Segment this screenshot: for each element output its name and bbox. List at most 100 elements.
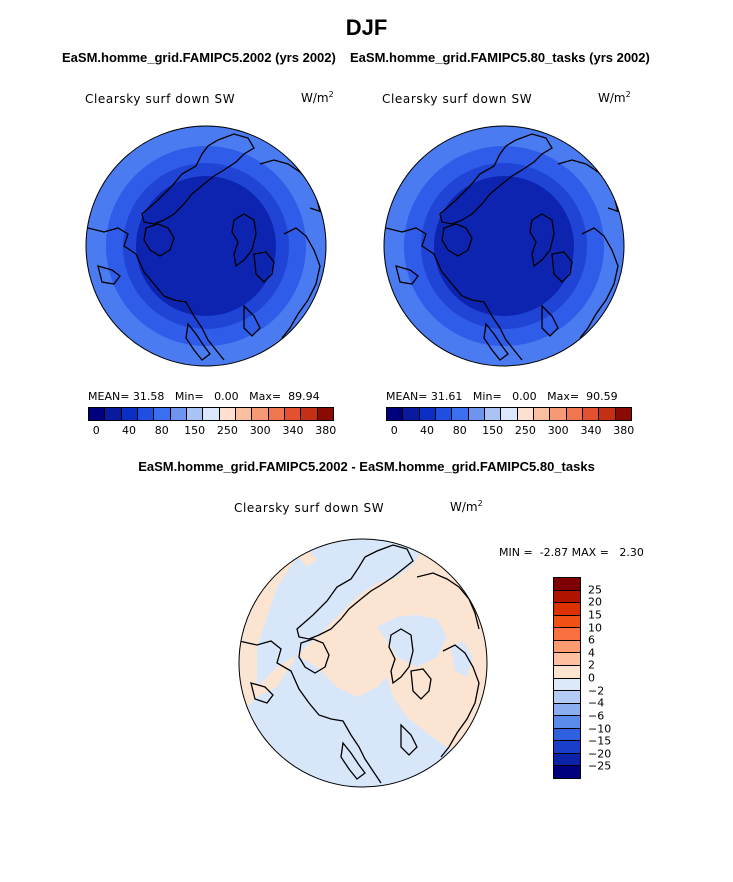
page-title: DJF [345, 15, 388, 40]
colorbar-swatch [554, 603, 580, 616]
colorbar-tick-label: 15 [588, 608, 602, 622]
colorbar-swatch [517, 408, 534, 420]
colorbar-tick-label: 40 [420, 424, 434, 437]
colorbar-swatch [419, 408, 436, 420]
colorbar-tick-label: 250 [216, 424, 238, 437]
colorbar-tick-label: 380 [613, 424, 635, 437]
colorbar-swatch [403, 408, 420, 420]
colorbar-swatch [235, 408, 253, 420]
panel2-stats: MEAN= 31.61 Min= 0.00 Max= 90.59 [386, 390, 618, 403]
colorbar-tick-label: 0 [390, 424, 398, 437]
colorbar-swatch [219, 408, 236, 420]
panel2-center [434, 176, 574, 316]
diff-map-border [238, 538, 488, 788]
panel1-polar-map [85, 125, 327, 367]
colorbar-swatch [89, 408, 106, 420]
panel1-field-label: Clearsky surf down SW [85, 92, 236, 106]
panel2-coastlines [385, 133, 624, 361]
panel1-colorbar-labels: 0 40 80 150 250 300 340 380 [88, 424, 337, 438]
panel1-stats: MEAN= 31.58 Min= 0.00 Max= 89.94 [88, 390, 320, 403]
colorbar-tick-label: 150 [184, 424, 206, 437]
panel1-colorbar [88, 407, 334, 421]
colorbar-tick-label: 20 [588, 595, 602, 609]
colorbar-swatch [301, 408, 318, 420]
colorbar-tick-label: 300 [249, 424, 271, 437]
colorbar-tick-label: 340 [282, 424, 304, 437]
colorbar-swatch [554, 766, 580, 778]
panel2-polar-map [383, 125, 625, 367]
colorbar-tick-label: 2 [588, 658, 595, 672]
colorbar-tick-label: 6 [588, 633, 595, 647]
diff-colorbar [553, 577, 581, 779]
colorbar-swatch [566, 408, 583, 420]
colorbar-swatch [582, 408, 600, 420]
colorbar-swatch [105, 408, 122, 420]
colorbar-swatch [533, 408, 551, 420]
colorbar-swatch [554, 703, 580, 717]
colorbar-swatch [501, 408, 518, 420]
colorbar-tick-label: 250 [514, 424, 536, 437]
colorbar-tick-label: −20 [588, 747, 612, 761]
colorbar-swatch [435, 408, 453, 420]
colorbar-swatch [468, 408, 485, 420]
colorbar-tick-label: 0 [92, 424, 100, 437]
diff-coastlines [239, 544, 480, 784]
colorbar-tick-label: 80 [154, 424, 169, 437]
colorbar-tick-label: 0 [588, 671, 595, 685]
colorbar-tick-label: 25 [588, 583, 602, 597]
colorbar-tick-label: 380 [315, 424, 337, 437]
colorbar-swatch [554, 741, 580, 754]
colorbar-swatch [170, 408, 187, 420]
colorbar-tick-label: −2 [588, 684, 605, 698]
panel2-colorbar [386, 407, 632, 421]
panel1-case-title: EaSM.homme_grid.FAMIPC5.2002 (yrs 2002) [62, 50, 336, 65]
colorbar-swatch [284, 408, 302, 420]
colorbar-swatch [154, 408, 171, 420]
colorbar-tick-label: 300 [547, 424, 569, 437]
colorbar-tick-label: −4 [588, 696, 605, 710]
diff-units: W/m2 [450, 499, 483, 514]
diff-stats: MIN = -2.87 MAX = 2.30 [499, 546, 644, 559]
colorbar-swatch [554, 615, 580, 629]
colorbar-swatch [554, 653, 580, 666]
colorbar-swatch [452, 408, 469, 420]
colorbar-swatch [615, 408, 631, 420]
panel1-map-border [85, 125, 327, 367]
diff-polar-map [238, 538, 488, 788]
colorbar-tick-label: 4 [588, 646, 595, 660]
colorbar-swatch [599, 408, 616, 420]
colorbar-swatch [137, 408, 155, 420]
colorbar-swatch [554, 728, 580, 742]
colorbar-tick-label: 10 [588, 621, 602, 634]
diff-negative-regions [239, 539, 487, 787]
colorbar-tick-label: −6 [588, 709, 605, 723]
colorbar-swatch [554, 753, 580, 767]
colorbar-tick-label: 80 [452, 424, 467, 437]
colorbar-tick-label: 40 [122, 424, 136, 437]
diff-colorbar-labels: 25 20 15 10 6 4 2 0 −2 −4 −6 −10 −15 −20 −25 [588, 577, 628, 779]
colorbar-swatch [317, 408, 333, 420]
colorbar-swatch [550, 408, 567, 420]
colorbar-tick-label: −25 [588, 759, 612, 773]
colorbar-tick-label: 340 [580, 424, 602, 437]
colorbar-swatch [554, 628, 580, 641]
colorbar-swatch [554, 716, 580, 729]
colorbar-tick-label: 150 [482, 424, 504, 437]
diff-case-title: EaSM.homme_grid.FAMIPC5.2002 - EaSM.homm… [138, 459, 595, 474]
panel1-center [136, 176, 276, 316]
colorbar-swatch [252, 408, 269, 420]
colorbar-swatch [203, 408, 220, 420]
colorbar-swatch [554, 578, 580, 591]
panel2-units: W/m2 [598, 90, 631, 105]
diff-field-label: Clearsky surf down SW [234, 501, 385, 515]
colorbar-swatch [186, 408, 204, 420]
panel2-case-title: EaSM.homme_grid.FAMIPC5.80_tasks (yrs 20… [350, 50, 650, 65]
panel2-map-border [383, 125, 625, 367]
colorbar-tick-label: −10 [588, 722, 612, 735]
panel2-field-label: Clearsky surf down SW [382, 92, 533, 106]
colorbar-swatch [387, 408, 404, 420]
colorbar-swatch [268, 408, 285, 420]
panel1-units: W/m2 [301, 90, 334, 105]
colorbar-tick-label: −15 [588, 734, 612, 748]
colorbar-swatch [554, 640, 580, 654]
